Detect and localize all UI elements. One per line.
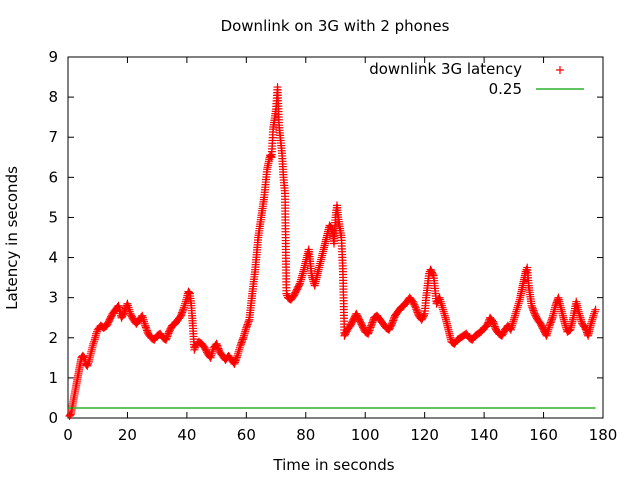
legend-marker-latency [556, 66, 564, 74]
y-tick-label: 9 [48, 48, 58, 66]
x-tick-label: 100 [351, 426, 380, 444]
x-tick-label: 160 [529, 426, 558, 444]
legend-label-threshold: 0.25 [489, 80, 522, 98]
latency-point [266, 152, 275, 161]
y-tick-label: 0 [48, 409, 58, 427]
latency-point [591, 305, 600, 314]
x-tick-label: 140 [470, 426, 499, 444]
x-tick-label: 80 [296, 426, 315, 444]
series-downlink-latency [65, 83, 600, 420]
latency-point [266, 151, 275, 160]
latency-point [428, 270, 437, 279]
latency-point [590, 309, 599, 318]
latency-point [184, 287, 193, 296]
latency-point [191, 343, 200, 352]
latency-point [190, 345, 199, 354]
x-tick-label: 20 [118, 426, 137, 444]
latency-point [65, 411, 74, 420]
x-axis-label: Time in seconds [272, 456, 394, 474]
latency-point [295, 281, 304, 290]
y-axis: 0 1 2 3 4 5 6 7 8 9 [48, 48, 603, 427]
latency-point [590, 307, 599, 316]
latency-point [92, 327, 101, 336]
latency-point [90, 337, 99, 346]
latency-point [92, 329, 101, 338]
data-series [65, 83, 600, 420]
latency-point [84, 359, 93, 368]
x-tick-label: 120 [410, 426, 439, 444]
latency-point [89, 339, 98, 348]
y-axis-label: Latency in seconds [3, 166, 21, 310]
x-tick-label: 180 [589, 426, 618, 444]
latency-point [282, 289, 291, 298]
latency-point [78, 351, 87, 360]
y-tick-label: 6 [48, 168, 58, 186]
y-tick-label: 4 [48, 249, 58, 267]
latency-point [419, 311, 428, 320]
y-tick-label: 2 [48, 329, 58, 347]
y-tick-label: 3 [48, 289, 58, 307]
x-axis: 0 20 40 60 80 100 120 140 160 180 [63, 57, 617, 444]
plot-border [67, 56, 604, 419]
legend: downlink 3G latency 0.25 [369, 60, 584, 98]
chart-title: Downlink on 3G with 2 phones [221, 17, 450, 35]
latency-point [185, 288, 194, 297]
y-tick-label: 8 [48, 88, 58, 106]
latency-point [83, 361, 92, 370]
y-tick-label: 5 [48, 208, 58, 226]
legend-label-latency: downlink 3G latency [369, 60, 522, 78]
x-tick-label: 0 [63, 426, 73, 444]
x-tick-label: 40 [177, 426, 196, 444]
y-tick-label: 1 [48, 369, 58, 387]
y-tick-label: 7 [48, 128, 58, 146]
plot-frame [67, 56, 604, 419]
x-tick-label: 60 [237, 426, 256, 444]
